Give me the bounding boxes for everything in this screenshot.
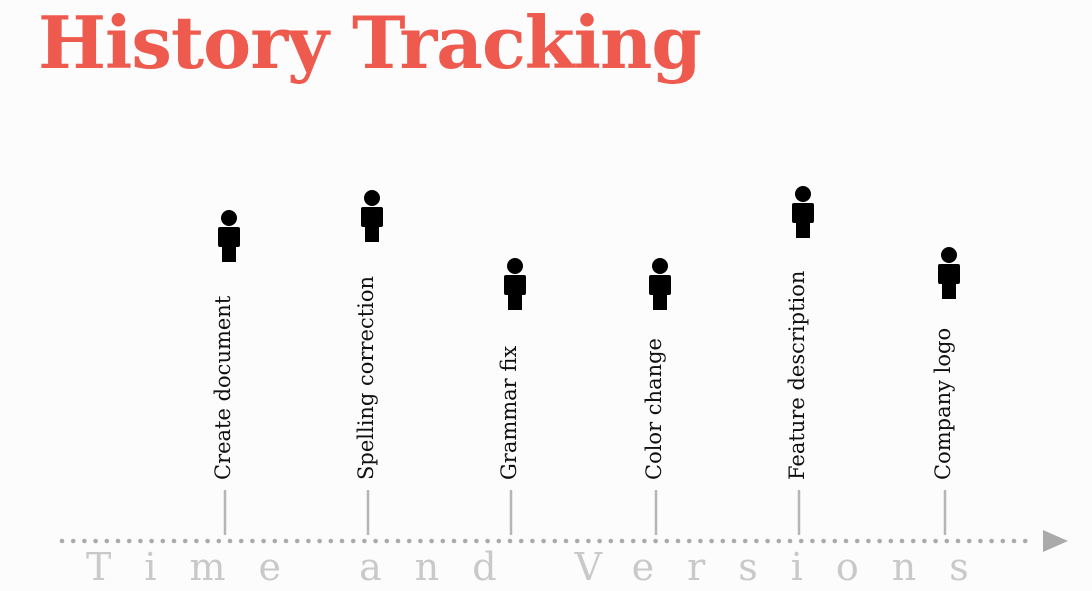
event-label: Feature description xyxy=(785,270,809,480)
person-icon xyxy=(361,190,383,242)
person-icon xyxy=(218,210,240,262)
axis-label: Time and Versions xyxy=(86,545,1002,589)
event-label: Company logo xyxy=(931,327,955,480)
event-label: Color change xyxy=(642,338,666,480)
person-icon xyxy=(938,247,960,299)
event-label: Create document xyxy=(211,295,235,480)
person-icon xyxy=(792,186,814,238)
person-icon xyxy=(649,258,671,310)
axis-dots xyxy=(59,538,1028,544)
person-icon xyxy=(504,258,526,310)
event-label: Grammar fix xyxy=(497,345,521,480)
page-title: History Tracking xyxy=(38,0,702,85)
axis-arrow-icon xyxy=(1043,530,1068,552)
event-label: Spelling correction xyxy=(354,275,378,480)
